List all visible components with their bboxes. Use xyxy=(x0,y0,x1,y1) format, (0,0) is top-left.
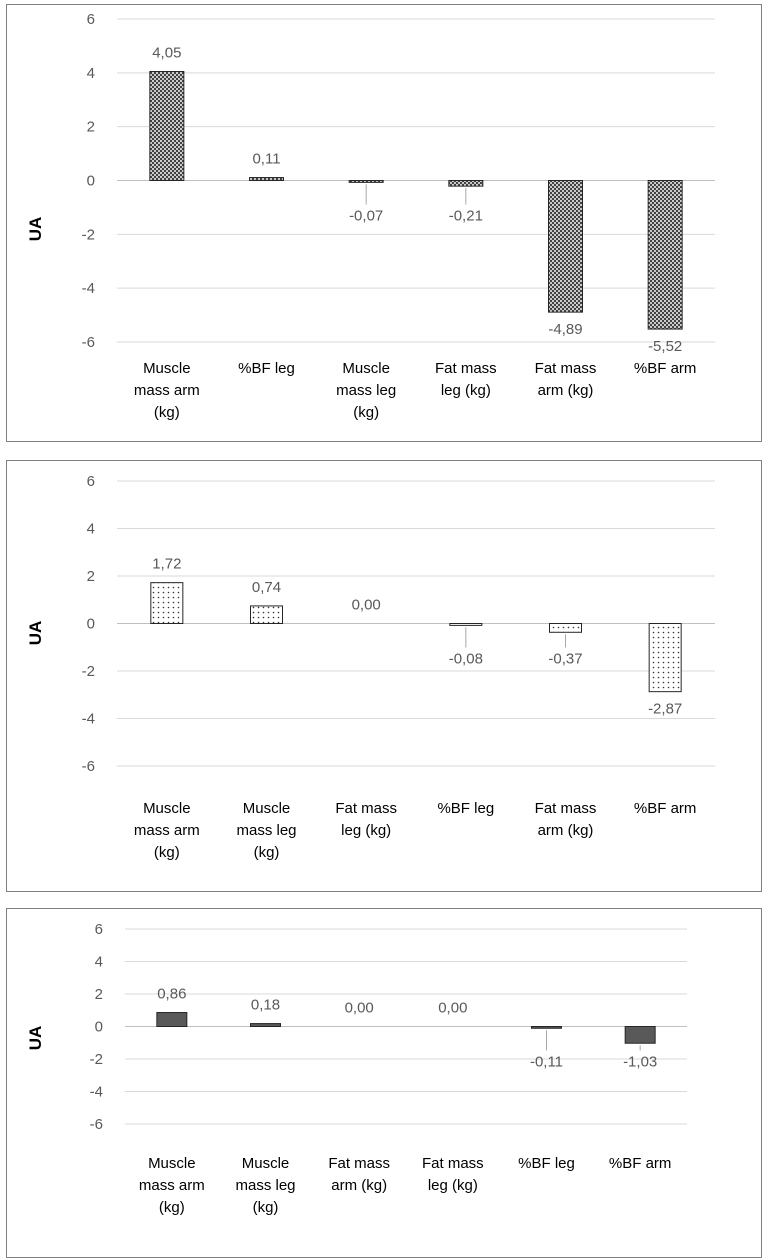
bar xyxy=(448,180,484,187)
data-label: -0,08 xyxy=(449,651,483,668)
category-label: leg (kg) xyxy=(341,822,391,839)
category-label: %BF arm xyxy=(609,1155,672,1172)
category-label: Fat mass xyxy=(435,360,497,377)
bar xyxy=(348,180,384,183)
bar xyxy=(250,605,283,625)
data-label: 0,00 xyxy=(352,597,381,614)
y-tick-label: 0 xyxy=(87,173,95,190)
bar-chart-3: 6 4 2 0 -2 -4 -6 UA 0,86 Muscle mass arm (kg) 0,18 Mu… xyxy=(26,921,687,1216)
bar xyxy=(549,623,582,633)
y-tick-label: -2 xyxy=(82,226,95,243)
y-axis-label: UA xyxy=(26,217,45,242)
category-label: Fat mass xyxy=(328,1155,390,1172)
category-label: Muscle xyxy=(242,1155,290,1172)
y-tick-label: 0 xyxy=(87,616,95,633)
category-label: %BF leg xyxy=(518,1155,575,1172)
y-tick-label: -6 xyxy=(82,758,95,775)
data-label: -4,89 xyxy=(548,321,582,338)
category-label: %BF arm xyxy=(634,800,697,817)
category-label: (kg) xyxy=(154,844,180,861)
category-label: arm (kg) xyxy=(538,822,594,839)
data-label: -2,87 xyxy=(648,701,682,718)
data-label: 0,86 xyxy=(157,986,186,1003)
y-axis-label: UA xyxy=(26,1026,45,1051)
y-tick-label: 4 xyxy=(87,65,95,82)
bar xyxy=(156,1012,188,1028)
y-tick-label: 6 xyxy=(87,473,95,490)
y-tick-label: 6 xyxy=(87,11,95,28)
category-label: mass arm xyxy=(134,382,200,399)
bar xyxy=(548,180,583,313)
category-label: %BF leg xyxy=(238,360,295,377)
category-label: mass leg xyxy=(235,1177,295,1194)
category-label: Fat mass xyxy=(422,1155,484,1172)
bar xyxy=(648,623,682,693)
y-tick-label: 0 xyxy=(95,1019,103,1036)
category-label: %BF arm xyxy=(634,360,697,377)
category-label: mass arm xyxy=(139,1177,205,1194)
category-label: leg (kg) xyxy=(428,1177,478,1194)
y-tick-label: -4 xyxy=(82,711,95,728)
bar xyxy=(647,180,683,330)
y-tick-label: 2 xyxy=(95,986,103,1003)
y-tick-label: -2 xyxy=(90,1051,103,1068)
data-label: -0,07 xyxy=(349,208,383,225)
data-label: 0,00 xyxy=(345,1000,374,1017)
data-label: -1,03 xyxy=(623,1054,657,1071)
category-label: arm (kg) xyxy=(331,1177,387,1194)
y-tick-label: -4 xyxy=(82,280,95,297)
category-label: mass arm xyxy=(134,822,200,839)
data-label: 4,05 xyxy=(152,44,181,61)
category-label: (kg) xyxy=(159,1199,185,1216)
data-label: 0,74 xyxy=(252,579,281,596)
bar xyxy=(624,1026,656,1044)
category-label: Muscle xyxy=(243,800,291,817)
data-label: -0,11 xyxy=(530,1054,563,1071)
category-label: (kg) xyxy=(253,1199,279,1216)
category-label: mass leg xyxy=(236,822,296,839)
category-label: leg (kg) xyxy=(441,382,491,399)
category-label: (kg) xyxy=(254,844,280,861)
data-label: 0,00 xyxy=(438,1000,467,1017)
category-label: Muscle xyxy=(143,360,191,377)
bar xyxy=(150,582,184,624)
category-label: Muscle xyxy=(143,800,191,817)
data-label: 0,18 xyxy=(251,997,280,1014)
y-tick-label: -4 xyxy=(90,1084,103,1101)
y-tick-label: -6 xyxy=(90,1116,103,1133)
bar xyxy=(149,70,185,181)
y-tick-label: 6 xyxy=(95,921,103,938)
data-label: 1,72 xyxy=(152,556,181,573)
chart-panel-3: 6 4 2 0 -2 -4 -6 UA 0,86 Muscle mass arm (kg) 0,18 Mu… xyxy=(6,908,762,1258)
bar xyxy=(531,1026,562,1029)
bar-chart-1: 6 4 2 0 -2 -4 -6 UA 4,05 Muscle mass arm (kg) 0,11 %B… xyxy=(26,11,715,421)
category-label: Fat mass xyxy=(335,800,397,817)
y-tick-label: -6 xyxy=(82,334,95,351)
chart-panel-1: 6 4 2 0 -2 -4 -6 UA 4,05 Muscle mass arm (kg) 0,11 %B… xyxy=(6,4,762,442)
y-tick-label: 4 xyxy=(87,521,95,538)
category-label: Fat mass xyxy=(535,360,597,377)
data-label: -0,21 xyxy=(449,208,483,225)
category-label: %BF leg xyxy=(437,800,494,817)
y-tick-label: 4 xyxy=(95,954,103,971)
category-label: mass leg xyxy=(336,382,396,399)
bar xyxy=(449,623,483,626)
bar xyxy=(250,1023,281,1027)
data-label: 0,11 xyxy=(252,151,280,168)
chart-panel-2: 6 4 2 0 -2 -4 -6 UA 1,72 Muscle mass arm (kg) 0,74 Mu… xyxy=(6,460,762,892)
category-label: arm (kg) xyxy=(538,382,594,399)
data-label: -5,52 xyxy=(648,338,682,355)
bar xyxy=(249,177,284,182)
y-tick-label: 2 xyxy=(87,119,95,136)
y-axis-label: UA xyxy=(26,621,45,646)
y-tick-label: -2 xyxy=(82,663,95,680)
category-label: Muscle xyxy=(342,360,390,377)
category-label: (kg) xyxy=(154,404,180,421)
category-label: Muscle xyxy=(148,1155,196,1172)
category-label: (kg) xyxy=(353,404,379,421)
bar-chart-2: 6 4 2 0 -2 -4 -6 UA 1,72 Muscle mass arm (kg) 0,74 Mu… xyxy=(26,473,715,861)
category-label: Fat mass xyxy=(535,800,597,817)
y-tick-label: 2 xyxy=(87,568,95,585)
data-label: -0,37 xyxy=(548,651,582,668)
